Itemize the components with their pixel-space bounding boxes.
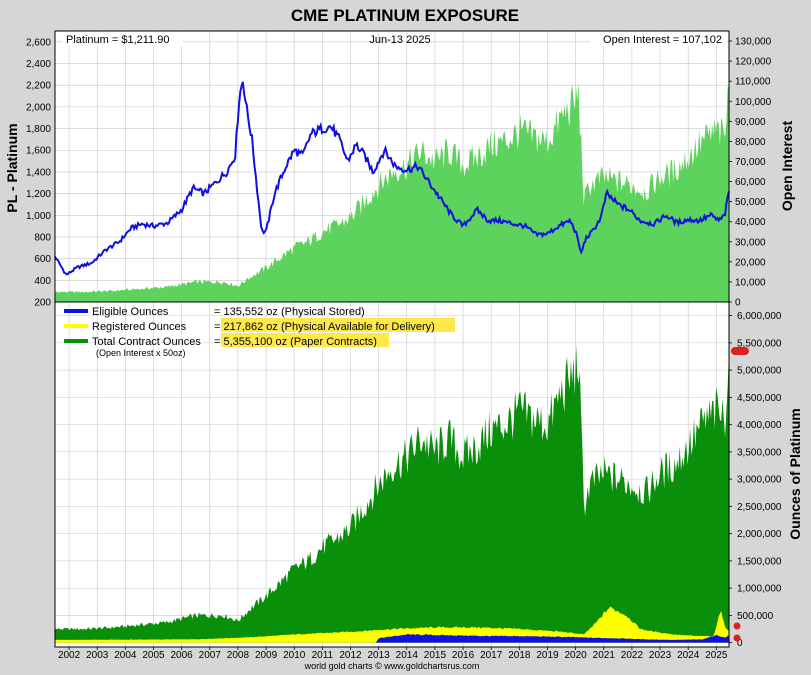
left-tick-label: 2,000 (26, 102, 51, 113)
legend: Eligible Ounces = 135,552 oz (Physical S… (64, 306, 455, 358)
right-tick-label-bottom: 0 (737, 638, 743, 649)
left-tick-label: 200 (34, 298, 51, 309)
left-tick-label: 600 (34, 254, 51, 265)
x-tick-label: 2013 (368, 650, 391, 661)
marker-registered (733, 622, 741, 630)
legend-label-total: Total Contract Ounces (92, 336, 201, 348)
left-tick-label: 2,400 (26, 59, 51, 70)
left-tick-label: 1,400 (26, 167, 51, 178)
chart-title: CME PLATINUM EXPOSURE (291, 6, 519, 25)
right-tick-label-bottom: 500,000 (737, 611, 774, 622)
right-tick-label-bottom: 2,000,000 (737, 529, 782, 540)
x-tick-label: 2009 (255, 650, 278, 661)
legend-note: (Open Interest x 50oz) (96, 348, 186, 358)
left-tick-label: 2,200 (26, 81, 51, 92)
legend-label-eligible: Eligible Ounces (92, 306, 169, 318)
platinum-price-line (54, 81, 730, 276)
right-tick-label-bottom: 5,500,000 (737, 338, 782, 349)
left-tick-label: 1,600 (26, 146, 51, 157)
left-tick-label: 800 (34, 232, 51, 243)
x-tick-label: 2025 (705, 650, 728, 661)
top-plot-area (54, 81, 730, 302)
x-tick-label: 2010 (283, 650, 306, 661)
x-tick-label: 2016 (452, 650, 475, 661)
left-tick-label: 1,000 (26, 211, 51, 222)
x-tick-label: 2023 (649, 650, 672, 661)
right-axis-title-top: Open Interest (779, 121, 795, 212)
total-contract-ounces-area (55, 344, 729, 643)
x-tick-label: 2017 (480, 650, 503, 661)
right-tick-label-bottom: 2,500,000 (737, 502, 782, 513)
left-tick-label: 400 (34, 276, 51, 287)
registered-ounces-area (55, 606, 729, 643)
date-label: Jun-13 2025 (369, 34, 430, 46)
right-tick-label-top: 110,000 (735, 77, 771, 88)
eligible-ounces-area (55, 633, 729, 643)
right-tick-label-bottom: 4,500,000 (737, 393, 782, 404)
x-tick-label: 2021 (593, 650, 616, 661)
open-interest-area (55, 82, 729, 302)
x-tick-label: 2002 (58, 650, 81, 661)
right-tick-label-bottom: 4,000,000 (737, 420, 782, 431)
legend-highlight-registered (221, 318, 455, 332)
left-tick-label: 1,800 (26, 124, 51, 135)
legend-value-total: = 5,355,100 oz (Paper Contracts) (214, 336, 377, 348)
right-tick-label-top: 80,000 (735, 137, 766, 148)
x-tick-label: 2004 (114, 650, 137, 661)
right-tick-label-top: 130,000 (735, 37, 772, 48)
x-tick-label: 2024 (677, 650, 700, 661)
right-tick-label-top: 120,000 (735, 57, 772, 68)
right-tick-label-bottom: 5,000,000 (737, 366, 782, 377)
price-label: Platinum = $1,211.90 (66, 34, 169, 46)
right-tick-label-bottom: 1,000,000 (737, 584, 782, 595)
right-tick-label-top: 70,000 (735, 157, 766, 168)
marker-eligible (733, 634, 741, 642)
legend-value-eligible: = 135,552 oz (Physical Stored) (214, 306, 365, 318)
x-tick-label: 2005 (142, 650, 165, 661)
x-tick-label: 2020 (565, 650, 588, 661)
legend-highlight-total (221, 333, 389, 347)
x-tick-label: 2007 (199, 650, 222, 661)
x-tick-label: 2019 (536, 650, 559, 661)
x-tick-label: 2018 (508, 650, 531, 661)
right-tick-label-top: 40,000 (735, 217, 766, 228)
x-tick-label: 2012 (339, 650, 362, 661)
x-tick-label: 2011 (312, 650, 334, 661)
left-tick-label: 1,200 (26, 189, 51, 200)
x-tick-label: 2015 (424, 650, 447, 661)
bottom-plot-area (55, 344, 729, 643)
x-tick-label: 2003 (86, 650, 109, 661)
right-tick-label-top: 60,000 (735, 177, 766, 188)
right-tick-label-top: 10,000 (735, 277, 766, 288)
right-tick-label-top: 90,000 (735, 117, 766, 128)
right-tick-label-top: 50,000 (735, 197, 766, 208)
legend-value-registered: = 217,862 oz (Physical Available for Del… (214, 321, 435, 333)
x-tick-label: 2008 (227, 650, 250, 661)
axes: 2002 2003 2004 2005 2006 2007 2008 2009 2010 2011… (26, 37, 782, 661)
footer-credit: world gold charts © www.goldchartsrus.co… (304, 661, 480, 671)
right-tick-label-top: 30,000 (735, 237, 766, 248)
right-tick-label-bottom: 6,000,000 (737, 311, 782, 322)
right-tick-label-bottom: 3,000,000 (737, 475, 782, 486)
left-tick-label: 2,600 (26, 37, 51, 48)
right-tick-label-bottom: 1,500,000 (737, 556, 782, 567)
left-axis-title: PL - Platinum (4, 123, 20, 212)
right-tick-label-top: 0 (735, 298, 741, 309)
legend-label-registered: Registered Ounces (92, 321, 187, 333)
x-tick-label: 2014 (396, 650, 419, 661)
x-tick-label: 2006 (171, 650, 194, 661)
open-interest-label: Open Interest = 107,102 (603, 34, 722, 46)
red-markers (731, 347, 749, 642)
right-tick-label-bottom: 3,500,000 (737, 447, 782, 458)
right-axis-title-bottom: Ounces of Platinum (787, 408, 803, 539)
right-tick-label-top: 20,000 (735, 257, 766, 268)
marker-total (731, 347, 749, 355)
x-tick-label: 2022 (621, 650, 644, 661)
right-tick-label-top: 100,000 (735, 97, 772, 108)
